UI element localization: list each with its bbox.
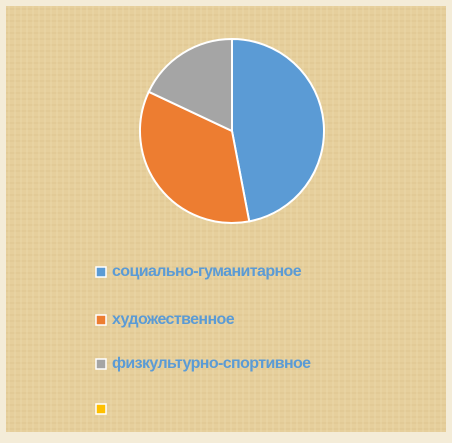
legend-label: художественное <box>112 311 235 328</box>
legend-swatch <box>95 358 107 370</box>
legend-swatch <box>95 314 107 326</box>
legend-swatch <box>95 403 107 415</box>
pie-slice <box>231 37 325 223</box>
legend-label: социально-гуманитарное <box>112 263 302 280</box>
legend-swatch <box>95 266 107 278</box>
pie-slice <box>147 37 233 133</box>
pie-slice <box>139 90 251 224</box>
legend-label: физкультурно-спортивное <box>112 355 311 372</box>
